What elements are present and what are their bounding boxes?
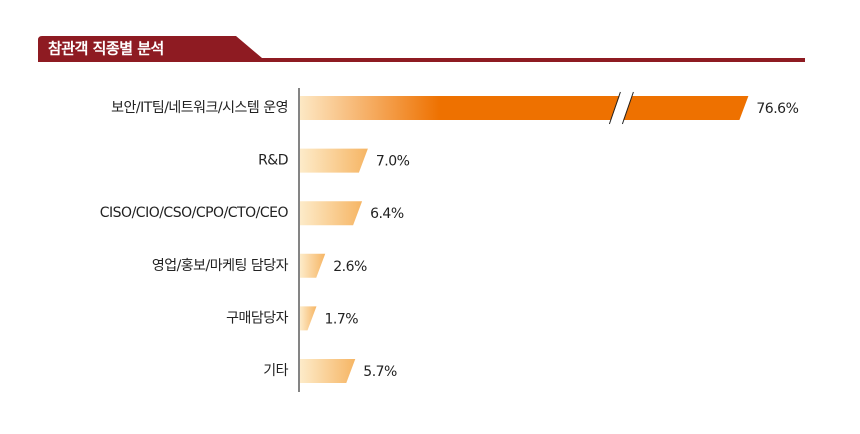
title-tab: 참관객 직종별 분석	[38, 36, 805, 62]
axis-break	[610, 94, 633, 122]
chart-title: 참관객 직종별 분석	[48, 40, 164, 58]
value-label: 5.7%	[363, 364, 397, 380]
value-label: 2.6%	[333, 259, 367, 275]
value-label: 76.6%	[756, 101, 798, 117]
category-label: 기타	[263, 363, 288, 379]
value-label: 1.7%	[324, 311, 358, 327]
bar	[300, 201, 363, 226]
category-label: CISO/CIO/CSO/CPO/CTO/CEO	[100, 205, 289, 221]
value-label: 6.4%	[370, 206, 404, 222]
axis-break-line	[608, 91, 621, 125]
category-label: R&D	[258, 153, 288, 169]
category-label: 영업/홍보/마케팅 담당자	[152, 258, 289, 274]
bar	[300, 96, 749, 120]
bar	[300, 359, 356, 383]
category-label: 구매담당자	[226, 310, 289, 326]
bar	[300, 306, 317, 331]
category-label: 보안/IT팀/네트워크/시스템 운영	[111, 100, 288, 116]
axis-break-line	[621, 91, 634, 125]
bar	[300, 148, 368, 173]
value-label: 7.0%	[376, 154, 410, 170]
bar	[300, 253, 326, 278]
title-background	[38, 36, 805, 62]
